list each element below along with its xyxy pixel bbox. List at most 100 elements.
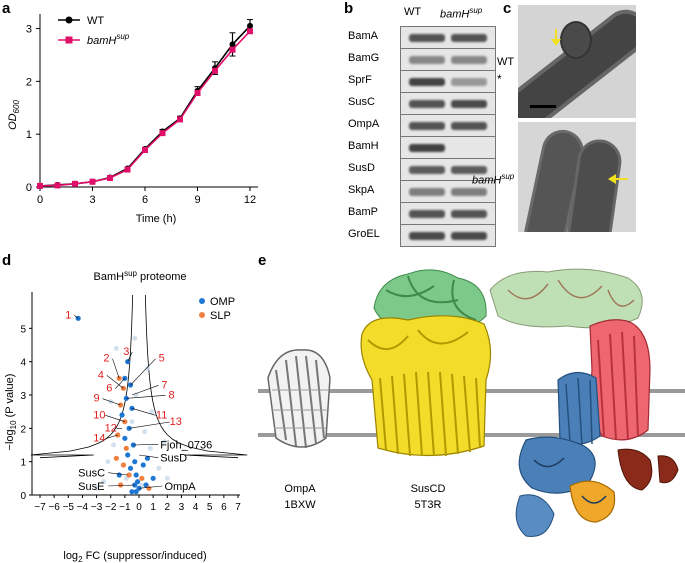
growth-point-sup (107, 175, 113, 182)
volcano-protein-label: OmpA (164, 481, 196, 493)
blot-row: SusC (344, 92, 504, 115)
blot-lane-box (400, 48, 496, 71)
ompa-name: OmpA (284, 483, 316, 495)
volcano-annot-number: 7 (161, 379, 167, 391)
blot-row: BamP (344, 202, 504, 225)
volcano-point-omp (127, 465, 134, 471)
volcano-point-slp (118, 482, 124, 488)
blot-band-sup (451, 55, 487, 64)
volcano-annot-leader (102, 398, 121, 406)
vesicle-wt (562, 23, 590, 57)
growth-point-sup (72, 180, 78, 187)
volcano-point-omp (75, 315, 81, 321)
blot-lane-box (400, 224, 496, 247)
volcano-point-omp (116, 472, 122, 478)
blot-lane-box (400, 114, 496, 137)
volcano-point-bg (164, 475, 170, 481)
legend-label-wt: WT (87, 15, 104, 27)
volcano-annot-number: 5 (159, 353, 165, 365)
blot-band-sup (451, 99, 487, 108)
volcano-point-omp (132, 482, 138, 488)
em-image-wt (518, 5, 636, 118)
blot-band-sup (451, 231, 487, 240)
volcano-x-tick-label: 1 (150, 502, 156, 513)
growth-y-tick-label: 2 (26, 76, 32, 88)
blot-band-wt (409, 55, 445, 64)
volcano-annot-leader (106, 375, 124, 389)
volcano-protein-label: SusE (78, 481, 104, 493)
blot-protein-label: SprF (348, 74, 372, 86)
volcano-protein-leader (133, 444, 159, 446)
volcano-point-omp (133, 489, 139, 495)
volcano-point-slp (116, 375, 122, 381)
scale-bar (530, 105, 556, 108)
volcano-point-omp (133, 472, 139, 478)
growth-ylabel: OD600 (7, 100, 21, 130)
volcano-x-tick-label: −7 (34, 502, 46, 513)
volcano-point-omp (119, 412, 125, 418)
volcano-annot-number: 14 (93, 433, 105, 445)
volcano-point-bg (132, 335, 138, 341)
panel-label-b: b (344, 0, 354, 17)
volcano-point-bg (101, 479, 107, 485)
volcano-point-bg (139, 482, 145, 488)
volcano-x-tick-label: 6 (221, 502, 227, 513)
blot-band-sup (451, 165, 487, 174)
arrow-icon-sup (608, 174, 628, 184)
volcano-point-slp (139, 475, 145, 481)
volcano-annot-number: 4 (98, 369, 104, 381)
blot-row: OmpA (344, 114, 504, 137)
volcano-annot-leader (105, 434, 118, 439)
growth-point-sup (89, 178, 96, 185)
volcano-annot-leader (115, 378, 126, 389)
growth-y-tick-label: 1 (26, 129, 32, 141)
volcano-point-bg (161, 439, 167, 445)
blot-protein-label: BamH (348, 140, 379, 152)
legend-marker-wt (65, 16, 73, 24)
blot-protein-label: OmpA (348, 118, 380, 130)
volcano-point-omp (144, 455, 151, 461)
blot-band-wt (409, 121, 445, 130)
volcano-point-bg (144, 365, 150, 371)
blot-protein-label: SusC (348, 96, 375, 108)
volcano-y-tick-label: 4 (20, 358, 26, 369)
blot-star: * (497, 72, 502, 86)
growth-point-sup (229, 46, 236, 53)
volcano-protein-label: SusC (78, 468, 105, 480)
blot-lane-box (400, 70, 496, 93)
blot-lane-box (400, 92, 496, 115)
blot-band-sup (451, 77, 487, 86)
panel-label-e: e (258, 252, 267, 269)
volcano-x-tick-label: −1 (119, 502, 131, 513)
growth-x-tick-label: 9 (194, 194, 200, 206)
volcano-point-bg (123, 475, 129, 481)
legend-marker-slp (199, 312, 205, 318)
volcano-annot-leader (129, 421, 170, 429)
volcano-annot-leader (130, 358, 156, 386)
volcano-xlabel: log2 FC (suppressor/induced) (63, 550, 206, 563)
volcano-point-slp (115, 432, 121, 438)
volcano-point-bg (94, 485, 100, 491)
blot-lane-box (400, 26, 496, 49)
volcano-protein-label: Fjoh_0736 (160, 439, 212, 451)
growth-xlabel: Time (h) (136, 213, 177, 225)
volcano-y-tick-label: 1 (20, 458, 26, 469)
blot-row: GroEL (344, 224, 504, 247)
blot-band-sup (451, 33, 487, 42)
volcano-y-tick-label: 3 (20, 391, 26, 402)
volcano-threshold-left (30, 294, 134, 459)
volcano-point-bg (149, 409, 155, 415)
volcano-y-tick-label: 0 (20, 491, 26, 502)
growth-point-sup (37, 182, 43, 189)
blot-protein-label: BamG (348, 52, 380, 64)
blot-band-wt (409, 99, 445, 108)
volcano-x-tick-label: −2 (105, 502, 117, 513)
volcano-point-bg (156, 465, 162, 471)
blot-band-sup (451, 121, 487, 130)
growth-point-sup (159, 130, 166, 137)
blot-band-sup (451, 209, 487, 218)
volcano-protein-leader (108, 472, 128, 476)
volcano-point-bg (113, 345, 119, 351)
growth-x-tick-label: 6 (142, 194, 148, 206)
legend-label-sup: bamHsup (87, 32, 130, 47)
